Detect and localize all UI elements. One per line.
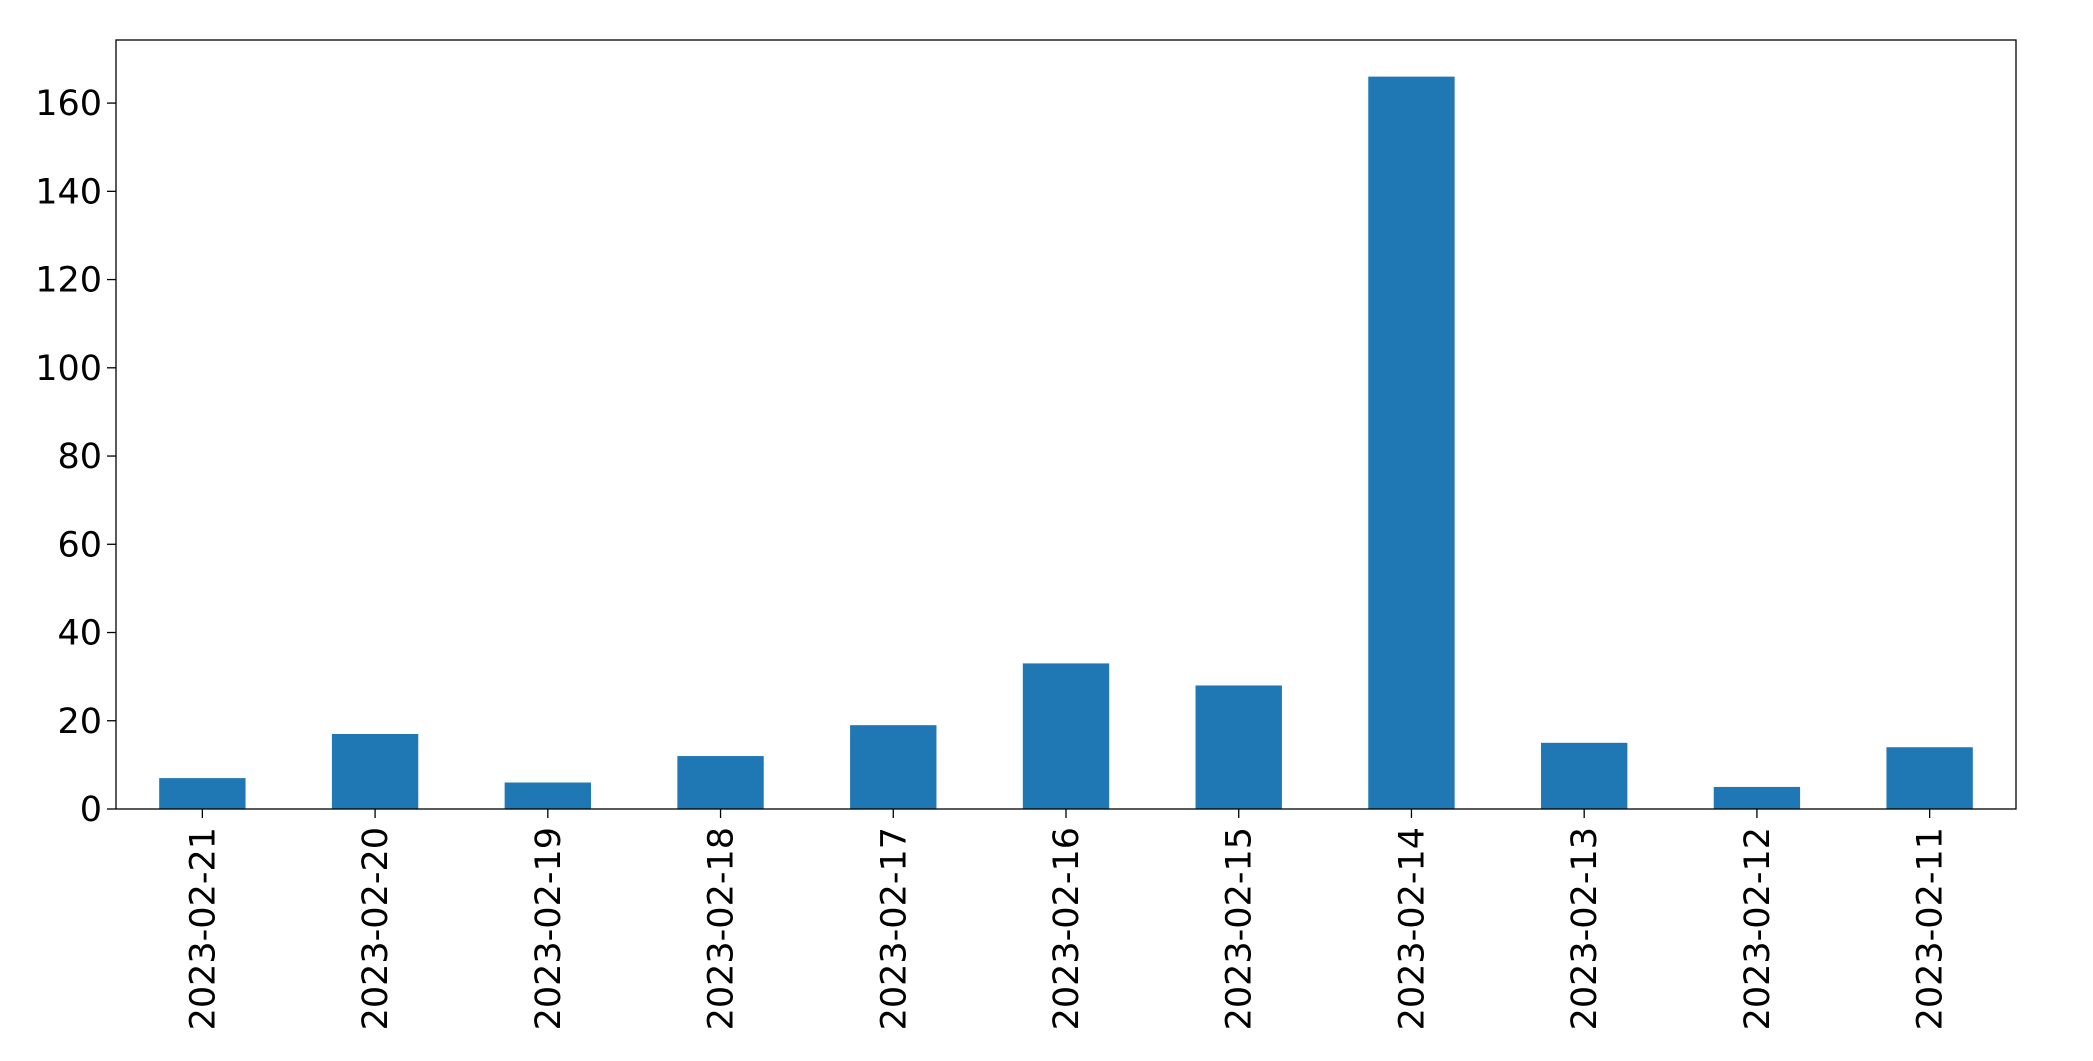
x-tick-label: 2023-02-18 [702, 827, 742, 1030]
x-tick-label: 2023-02-11 [1911, 827, 1951, 1030]
x-tick-label: 2023-02-19 [529, 827, 569, 1030]
y-tick-label: 120 [35, 261, 102, 301]
bar [850, 725, 937, 809]
y-tick-label: 140 [35, 172, 102, 212]
y-tick-label: 40 [57, 614, 102, 654]
y-tick-label: 0 [80, 790, 102, 830]
x-tick-label: 2023-02-15 [1220, 827, 1260, 1030]
bar [1368, 76, 1455, 810]
bar [1713, 786, 1801, 809]
y-tick-label: 60 [57, 525, 102, 565]
bar [159, 778, 246, 809]
x-tick-label: 2023-02-17 [874, 827, 914, 1030]
bar [1541, 742, 1628, 809]
bar [1195, 685, 1282, 809]
bar [677, 756, 764, 809]
x-tick-label: 2023-02-20 [356, 827, 396, 1030]
bar [1022, 663, 1110, 809]
x-tick-label: 2023-02-13 [1565, 827, 1605, 1030]
y-tick-label: 100 [35, 349, 102, 389]
x-tick-label: 2023-02-16 [1047, 827, 1087, 1030]
x-tick-label: 2023-02-14 [1392, 827, 1432, 1030]
bar [331, 733, 419, 809]
bar [1886, 747, 1973, 809]
y-tick-label: 80 [57, 437, 102, 477]
y-tick-label: 20 [57, 702, 102, 742]
bar [504, 782, 591, 809]
plot-frame [115, 39, 2017, 810]
x-tick-label: 2023-02-12 [1738, 827, 1778, 1030]
y-tick-label: 160 [35, 84, 102, 124]
x-tick-label: 2023-02-21 [183, 827, 223, 1030]
